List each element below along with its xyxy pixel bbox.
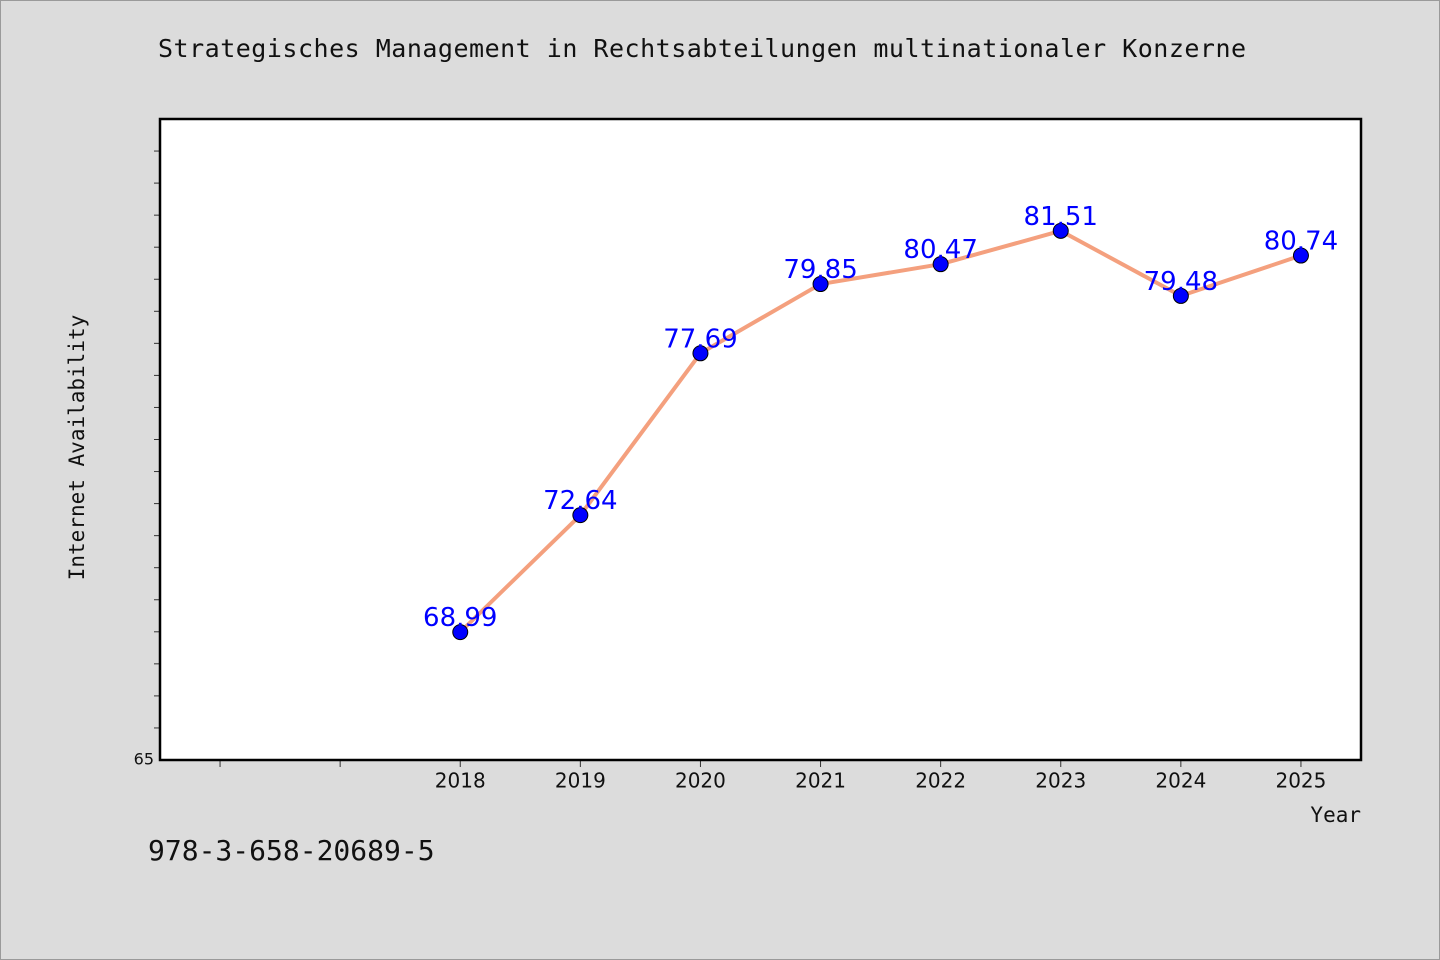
data-label: 77.69 — [663, 324, 737, 354]
chart-title: Strategisches Management in Rechtsabteil… — [158, 34, 1247, 63]
x-tick-label: 2020 — [675, 769, 726, 793]
data-point — [812, 276, 829, 293]
data-label: 72.64 — [543, 486, 617, 516]
data-label: 80.47 — [903, 235, 977, 265]
data-label: 68.99 — [423, 603, 497, 633]
data-label: 81.51 — [1024, 202, 1098, 232]
data-point — [692, 345, 709, 362]
plot-area — [160, 119, 1361, 760]
x-tick-label: 2021 — [795, 769, 846, 793]
x-axis-label: Year — [1310, 803, 1361, 827]
data-point — [572, 507, 589, 524]
data-point — [932, 256, 949, 273]
data-label: 80.74 — [1264, 227, 1338, 257]
data-point — [1292, 247, 1309, 264]
data-point — [452, 624, 469, 641]
plot-border — [158, 117, 1363, 762]
data-label: 79.85 — [783, 255, 857, 285]
x-tick-label: 2019 — [555, 769, 606, 793]
data-point — [1052, 222, 1069, 239]
isbn-text: 978-3-658-20689-5 — [148, 834, 435, 867]
data-label: 79.48 — [1144, 267, 1218, 297]
x-tick-label: 2025 — [1275, 769, 1326, 793]
x-tick-label: 2024 — [1155, 769, 1206, 793]
y-axis-label: Internet Availability — [65, 315, 89, 581]
x-tick-label: 2023 — [1035, 769, 1086, 793]
y-tick-label: 65 — [134, 750, 154, 769]
series-line — [458, 228, 1303, 635]
x-tick-label: 2022 — [915, 769, 966, 793]
x-tick-label: 2018 — [435, 769, 486, 793]
data-point — [1172, 287, 1189, 304]
